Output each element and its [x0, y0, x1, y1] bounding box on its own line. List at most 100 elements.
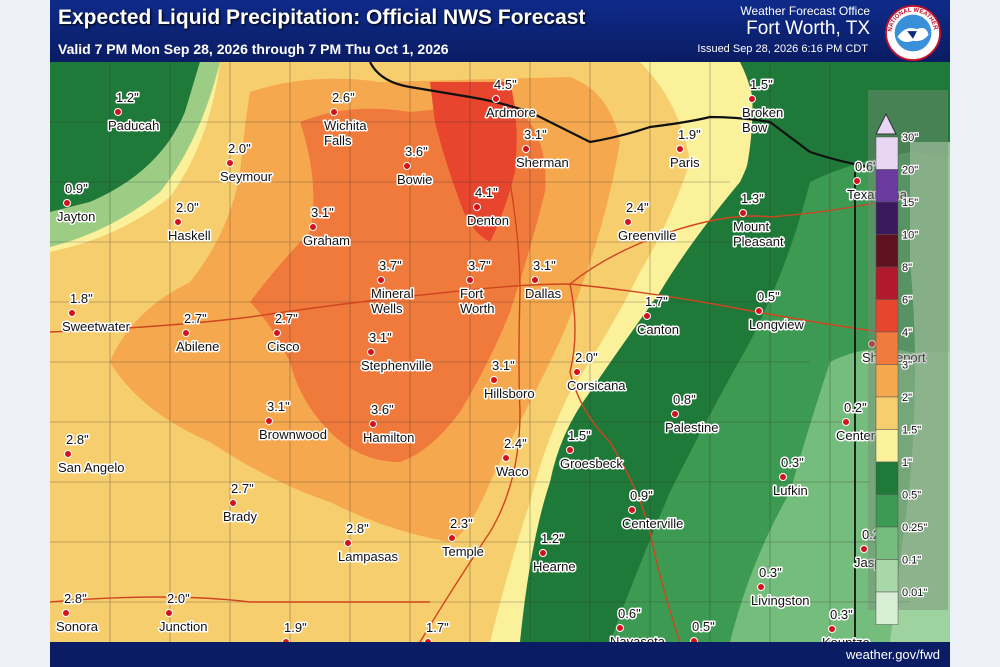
city-name-label: Abilene [176, 339, 219, 354]
footer-bar: weather.gov/fwd [50, 642, 950, 667]
city-hamilton: 3.6" Hamilton [362, 401, 416, 447]
city-corsicana: 2.0" Corsicana [566, 349, 628, 395]
header-bar: Expected Liquid Precipitation: Official … [50, 0, 950, 62]
city-dot-icon [330, 108, 338, 116]
city-dot-icon [539, 549, 547, 557]
precip-zone-west-light [50, 62, 220, 247]
city-precip-value: 0.2" [844, 400, 867, 415]
city-dot-icon [309, 223, 317, 231]
city-bowie: 3.6" Bowie [396, 143, 434, 189]
city-dot-icon [748, 95, 756, 103]
city-precip-value: 2.8" [346, 521, 369, 536]
city-centerville: 0.9" Centerville [621, 487, 685, 533]
city-precip-value: 3.7" [379, 258, 402, 273]
city-dot-icon [676, 145, 684, 153]
legend-swatch [875, 494, 899, 528]
city-dot-icon [739, 209, 747, 217]
nws-logo-icon: NATIONAL WEATHER SERVICE [884, 4, 942, 62]
city-austin: 1.7"Austin [424, 619, 451, 642]
valid-period: Valid 7 PM Mon Sep 28, 2026 through 7 PM… [58, 41, 449, 57]
city-conroe: 0.5"Conroe [690, 618, 717, 642]
city-greenville: 2.4" Greenville [617, 199, 679, 245]
city-precip-value: 3.1" [369, 330, 392, 345]
city-name-label: Bow [742, 120, 768, 135]
city-longview: 0.5" Longview [748, 288, 807, 334]
city-precip-value: 2.8" [66, 432, 89, 447]
legend-label: 30" [902, 132, 918, 144]
city-groesbeck: 1.5" Groesbeck [559, 427, 625, 473]
highway-lines [50, 181, 881, 642]
city-name-label: Bowie [397, 172, 432, 187]
city-precip-value: 1.7" [426, 620, 449, 635]
city-name-label: Paris [670, 155, 700, 170]
city-precip-value: 3.6" [405, 144, 428, 159]
city-precip-value: 0.3" [781, 455, 804, 470]
city-precip-value: 1.8" [70, 291, 93, 306]
city-hillsboro: 3.1" Hillsboro [483, 357, 537, 403]
city-sherman: 3.1" Sherman [515, 126, 571, 172]
city-precip-value: 3.1" [492, 358, 515, 373]
city-center: 0.2" Center [835, 399, 878, 445]
precip-zone-0.1 [890, 142, 950, 642]
city-precip-value: 3.7" [468, 258, 491, 273]
city-dot-icon [502, 454, 510, 462]
city-livingston: 0.3" Livingston [750, 564, 812, 610]
legend-max-arrow-icon [875, 112, 897, 135]
city-precip-value: 3.1" [524, 127, 547, 142]
city-precip-value: 0.6" [618, 606, 641, 621]
city-name-label: Lufkin [773, 483, 808, 498]
legend-swatch [875, 396, 899, 430]
city-waco: 2.4" Waco [495, 435, 531, 481]
legend-label: 1.5" [902, 425, 921, 437]
city-name-label: Lampasas [338, 549, 398, 564]
legend-swatch [875, 234, 899, 268]
city-name-label: Cisco [267, 339, 300, 354]
city-name-label: Wichita [324, 118, 367, 133]
city-dot-icon [690, 637, 698, 642]
city-name-label: Worth [460, 301, 494, 316]
legend-swatch [875, 169, 899, 203]
legend-swatch [875, 591, 899, 625]
legend-label: 2" [902, 392, 912, 404]
city-precip-value: 2.0" [167, 591, 190, 606]
legend-swatch [875, 526, 899, 560]
city-hearne: 1.2" Hearne [532, 530, 578, 576]
city-dot-icon [367, 348, 375, 356]
city-dot-icon [282, 638, 290, 642]
city-sonora: 2.8" Sonora [55, 590, 101, 636]
issued-time: Issued Sep 28, 2026 6:16 PM CDT [697, 43, 868, 55]
county-lines [50, 62, 910, 642]
city-name-label: Ardmore [486, 105, 536, 120]
city-name-label: Mount [733, 219, 770, 234]
city-palestine: 0.8" Palestine [664, 391, 720, 437]
legend-swatch [875, 461, 899, 495]
city-precip-value: 2.6" [332, 90, 355, 105]
city-precip-value: 0.5" [692, 619, 715, 634]
legend-swatch [875, 559, 899, 593]
city-dot-icon [643, 312, 651, 320]
city-precip-value: 3.1" [533, 258, 556, 273]
city-name-label: Kountze [822, 635, 870, 642]
city-precip-value: 2.0" [575, 350, 598, 365]
footer-url: weather.gov/fwd [846, 647, 940, 662]
city-dot-icon [473, 203, 481, 211]
legend-swatch [875, 299, 899, 333]
city-dot-icon [165, 609, 173, 617]
city-precip-value: 0.8" [673, 392, 696, 407]
legend-swatch [875, 331, 899, 365]
city-name-label: Greenville [618, 228, 677, 243]
city-precip-value: 0.9" [630, 488, 653, 503]
city-precip-value: 0.3" [759, 565, 782, 580]
city-junction: 2.0" Junction [158, 590, 209, 636]
city-dot-icon [868, 340, 876, 348]
city-precip-value: 0.6" [855, 159, 878, 174]
city-dot-icon [628, 506, 636, 514]
city-precip-value: 1.3" [741, 191, 764, 206]
city-name-label: Centerville [622, 516, 683, 531]
legend-swatch [875, 364, 899, 398]
office-label: Weather Forecast Office [740, 4, 870, 18]
city-dot-icon [377, 276, 385, 284]
city-canton: 1.7" Canton [636, 293, 681, 339]
